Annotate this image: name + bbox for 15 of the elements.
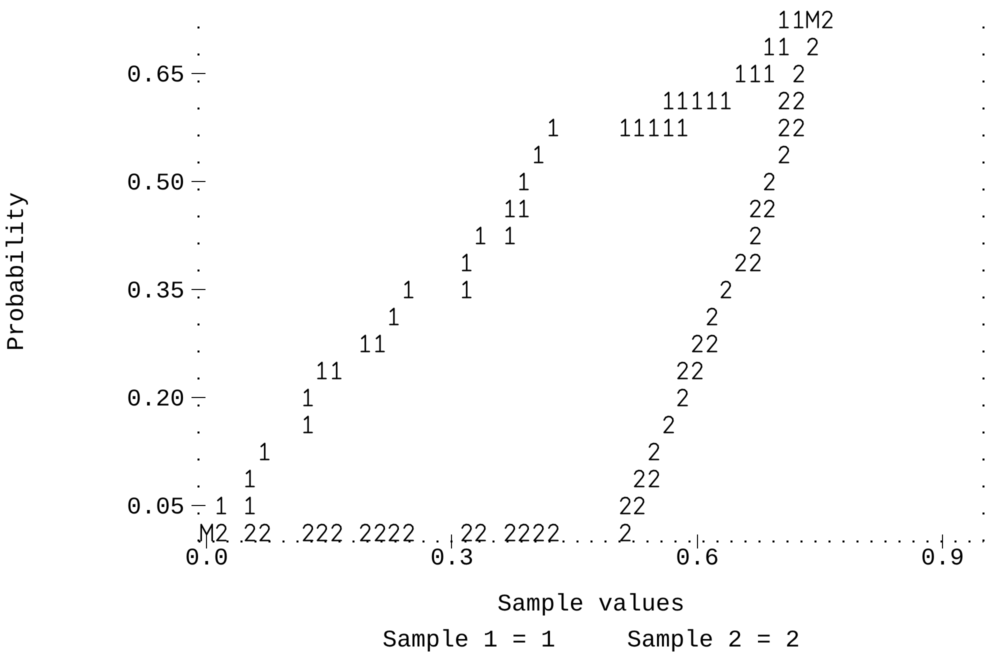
text: Sample 1 = 1: [382, 628, 556, 654]
y-tick-label: 0.50: [126, 170, 184, 198]
point: [200, 524, 213, 542]
x-tick-label: 0.6: [676, 546, 719, 572]
y-axis-title: Probability: [4, 192, 31, 351]
point: [806, 10, 819, 28]
x-tick-label: 0.9: [921, 546, 964, 572]
y-tick-label: 0.20: [126, 386, 184, 414]
x-tick-label: 0.3: [430, 546, 474, 572]
x-tick-label: 0.0: [185, 546, 228, 572]
y-tick-label: 0.05: [126, 494, 184, 522]
x-axis-title: Sample values: [497, 592, 685, 618]
y-tick-label: 0.65: [126, 62, 184, 90]
text: Sample 2 = 2: [626, 628, 800, 654]
y-tick-label: 0.35: [126, 278, 184, 306]
